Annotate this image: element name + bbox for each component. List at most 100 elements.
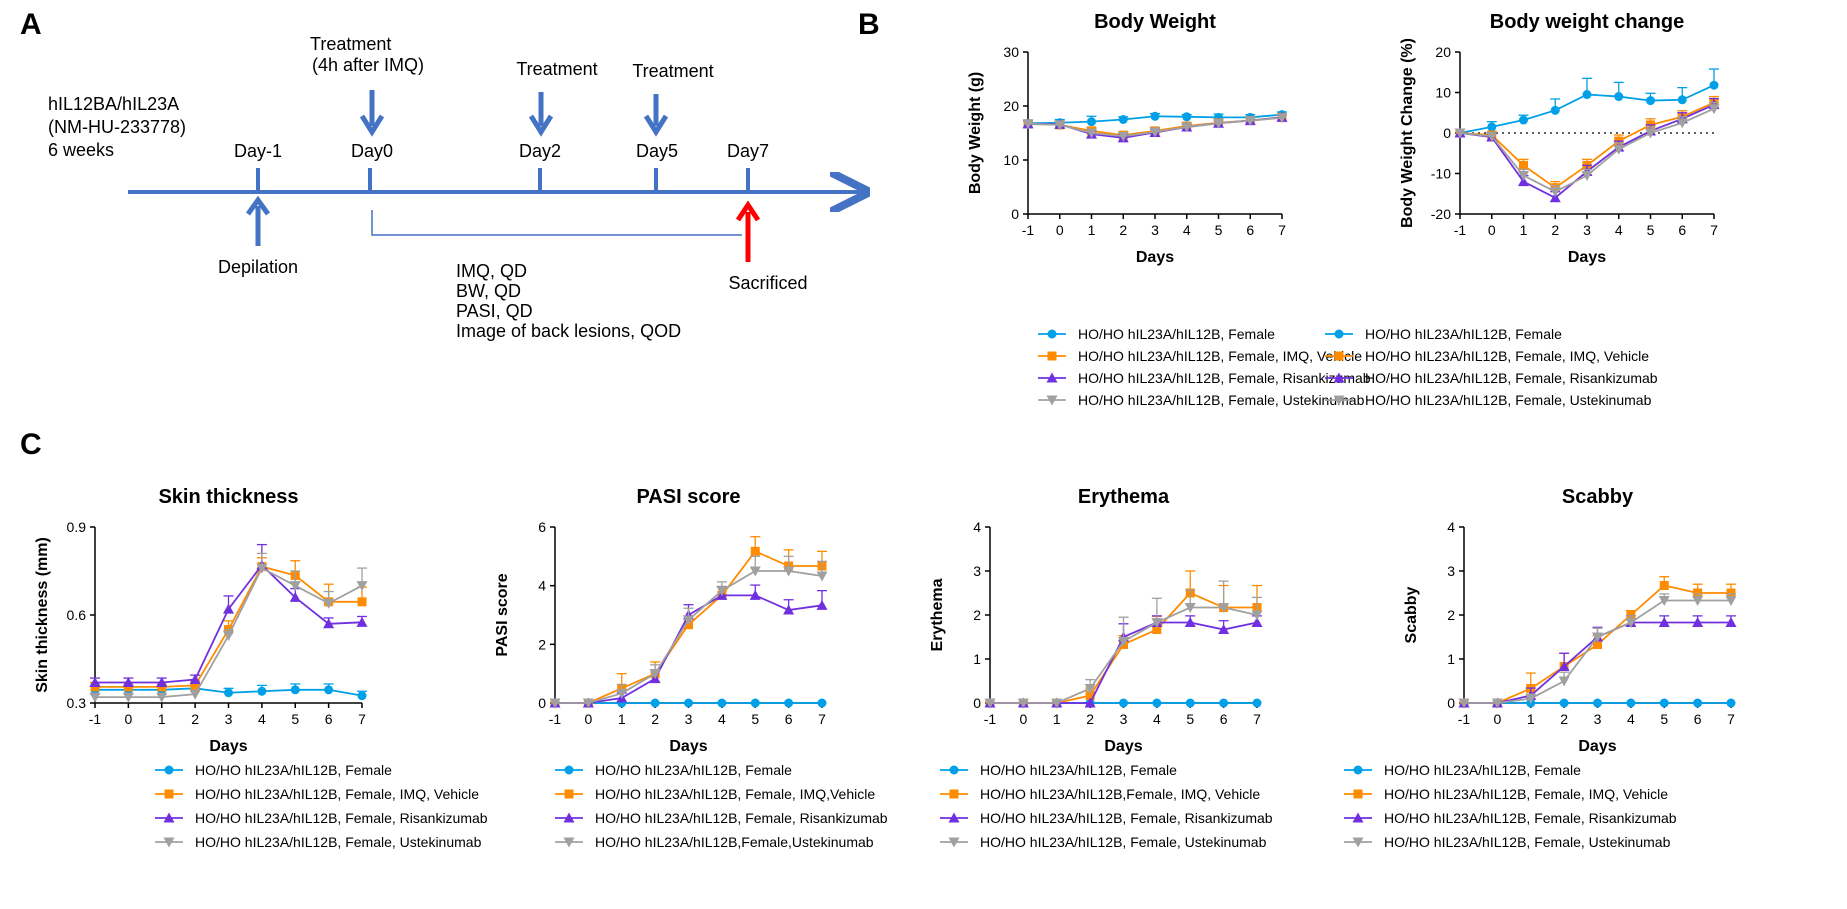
- data-point: [1251, 616, 1263, 627]
- data-point: [1184, 616, 1196, 627]
- data-point: [1182, 112, 1192, 122]
- legend-label: HO/HO hIL23A/hIL12B, Female, IMQ, Vehicl…: [195, 786, 479, 802]
- y-tick-label: 0: [973, 695, 981, 711]
- down-arrow-icon: [643, 114, 669, 137]
- sacrificed-marker: Sacrificed: [728, 200, 808, 293]
- data-point: [1118, 636, 1129, 647]
- x-tick-label: 4: [1615, 222, 1623, 238]
- series-group: [984, 580, 1263, 709]
- data-point: [223, 631, 234, 642]
- x-tick-label: 5: [751, 711, 759, 727]
- x-axis-title: Days: [209, 738, 247, 755]
- legend-label: HO/HO hIL23A/hIL12B, Female, Risankizuma…: [1365, 370, 1658, 386]
- legend-marker: [563, 837, 575, 848]
- data-point: [357, 691, 367, 701]
- data-point: [784, 698, 794, 708]
- data-point: [750, 546, 760, 556]
- data-point: [1086, 128, 1097, 139]
- data-point: [1550, 105, 1560, 115]
- data-point: [1677, 95, 1687, 105]
- data-point: [1693, 698, 1703, 708]
- series-group: [1455, 68, 1719, 138]
- data-point: [1626, 698, 1636, 708]
- x-tick-label: 7: [1278, 222, 1286, 238]
- legend-label: HO/HO hIL23A/hIL12B, Female, Ustekinumab: [1078, 392, 1365, 408]
- data-point: [223, 603, 234, 614]
- data-point: [717, 698, 727, 708]
- legend: HO/HO hIL23A/hIL12B, Female HO/HO hIL23A/…: [940, 762, 1273, 850]
- data-point: [1692, 595, 1704, 606]
- treatment-day0: Treatment (4h after IMQ): [310, 34, 424, 137]
- panel-letter-a: A: [20, 8, 42, 41]
- data-point: [1592, 632, 1603, 643]
- x-tick-label: 3: [1151, 222, 1159, 238]
- x-axis-title: Days: [1136, 249, 1174, 266]
- x-tick-label: 6: [1694, 711, 1702, 727]
- data-point: [1559, 698, 1569, 708]
- data-point: [1614, 92, 1624, 102]
- data-point: [1454, 128, 1466, 139]
- x-tick-label: 2: [1560, 711, 1568, 727]
- timeline-diagram: hIL12BA/hIL23A (NM-HU-233778) 6 weeks Da…: [48, 34, 880, 341]
- data-point: [1118, 115, 1128, 124]
- data-point: [1117, 131, 1129, 142]
- y-tick-label: 0: [1443, 125, 1451, 141]
- series-group: [89, 552, 368, 703]
- data-point: [1593, 698, 1602, 708]
- x-tick-label: 2: [1119, 222, 1127, 238]
- legend-marker: [949, 789, 959, 799]
- legend-label: HO/HO hIL23A/hIL12B,Female, IMQ, Vehicle: [980, 786, 1260, 802]
- data-point: [1276, 113, 1288, 124]
- data-point: [1213, 118, 1224, 129]
- data-point: [1119, 698, 1128, 708]
- legend-marker: [1333, 372, 1345, 383]
- x-axis-title: Days: [669, 738, 707, 755]
- data-point: [1084, 697, 1096, 708]
- legend-marker: [164, 765, 174, 775]
- y-tick-label: 10: [1435, 85, 1451, 101]
- y-tick-label: 0: [1447, 695, 1455, 711]
- x-tick-label: 7: [1253, 711, 1261, 727]
- legend: HO/HO hIL23A/hIL12B, Female HO/HO hIL23A/…: [1038, 326, 1371, 408]
- data-point: [1676, 118, 1688, 129]
- legend-label: HO/HO hIL23A/hIL12B, Female, Risankizuma…: [980, 810, 1273, 826]
- data-point: [1022, 119, 1034, 130]
- x-axis-title: Days: [1104, 738, 1142, 755]
- x-tick-label: 5: [1660, 711, 1668, 727]
- day-label: Day7: [727, 141, 769, 161]
- legend: HO/HO hIL23A/hIL12B, Female HO/HO hIL23A/…: [1325, 326, 1658, 408]
- x-tick-label: 5: [1647, 222, 1655, 238]
- data-point: [683, 615, 694, 626]
- x-tick-label: 4: [258, 711, 266, 727]
- series-group: [549, 584, 828, 708]
- x-tick-label: 3: [1120, 711, 1128, 727]
- chart-title: Scabby: [1562, 486, 1634, 508]
- legend-label: HO/HO hIL23A/hIL12B, Female, IMQ, Vehicl…: [1365, 348, 1649, 364]
- data-point: [1692, 616, 1704, 627]
- treatment-label: Treatment: [310, 34, 391, 54]
- data-point: [1645, 128, 1656, 139]
- data-point: [122, 692, 134, 703]
- legend-marker: [164, 789, 174, 799]
- legend-label: HO/HO hIL23A/hIL12B, Female: [1365, 326, 1562, 342]
- y-tick-label: 4: [1447, 519, 1455, 535]
- data-point: [1185, 698, 1195, 708]
- panel-letter-b: B: [858, 8, 880, 41]
- data-point: [1518, 176, 1529, 187]
- data-point: [816, 571, 828, 582]
- y-tick-label: 10: [1003, 152, 1019, 168]
- data-point: [1558, 676, 1570, 687]
- legend-label: HO/HO hIL23A/hIL12B, Female: [1078, 326, 1275, 342]
- x-tick-label: 4: [1153, 711, 1161, 727]
- data-point: [549, 698, 561, 709]
- y-tick-label: 2: [538, 636, 546, 652]
- data-point: [1518, 171, 1529, 182]
- data-point: [1558, 660, 1570, 671]
- x-tick-label: 0: [584, 711, 592, 727]
- x-tick-label: 2: [1551, 222, 1559, 238]
- x-tick-label: -1: [1454, 222, 1467, 238]
- series-group: [1458, 593, 1737, 709]
- panel-letter-c: C: [20, 428, 42, 461]
